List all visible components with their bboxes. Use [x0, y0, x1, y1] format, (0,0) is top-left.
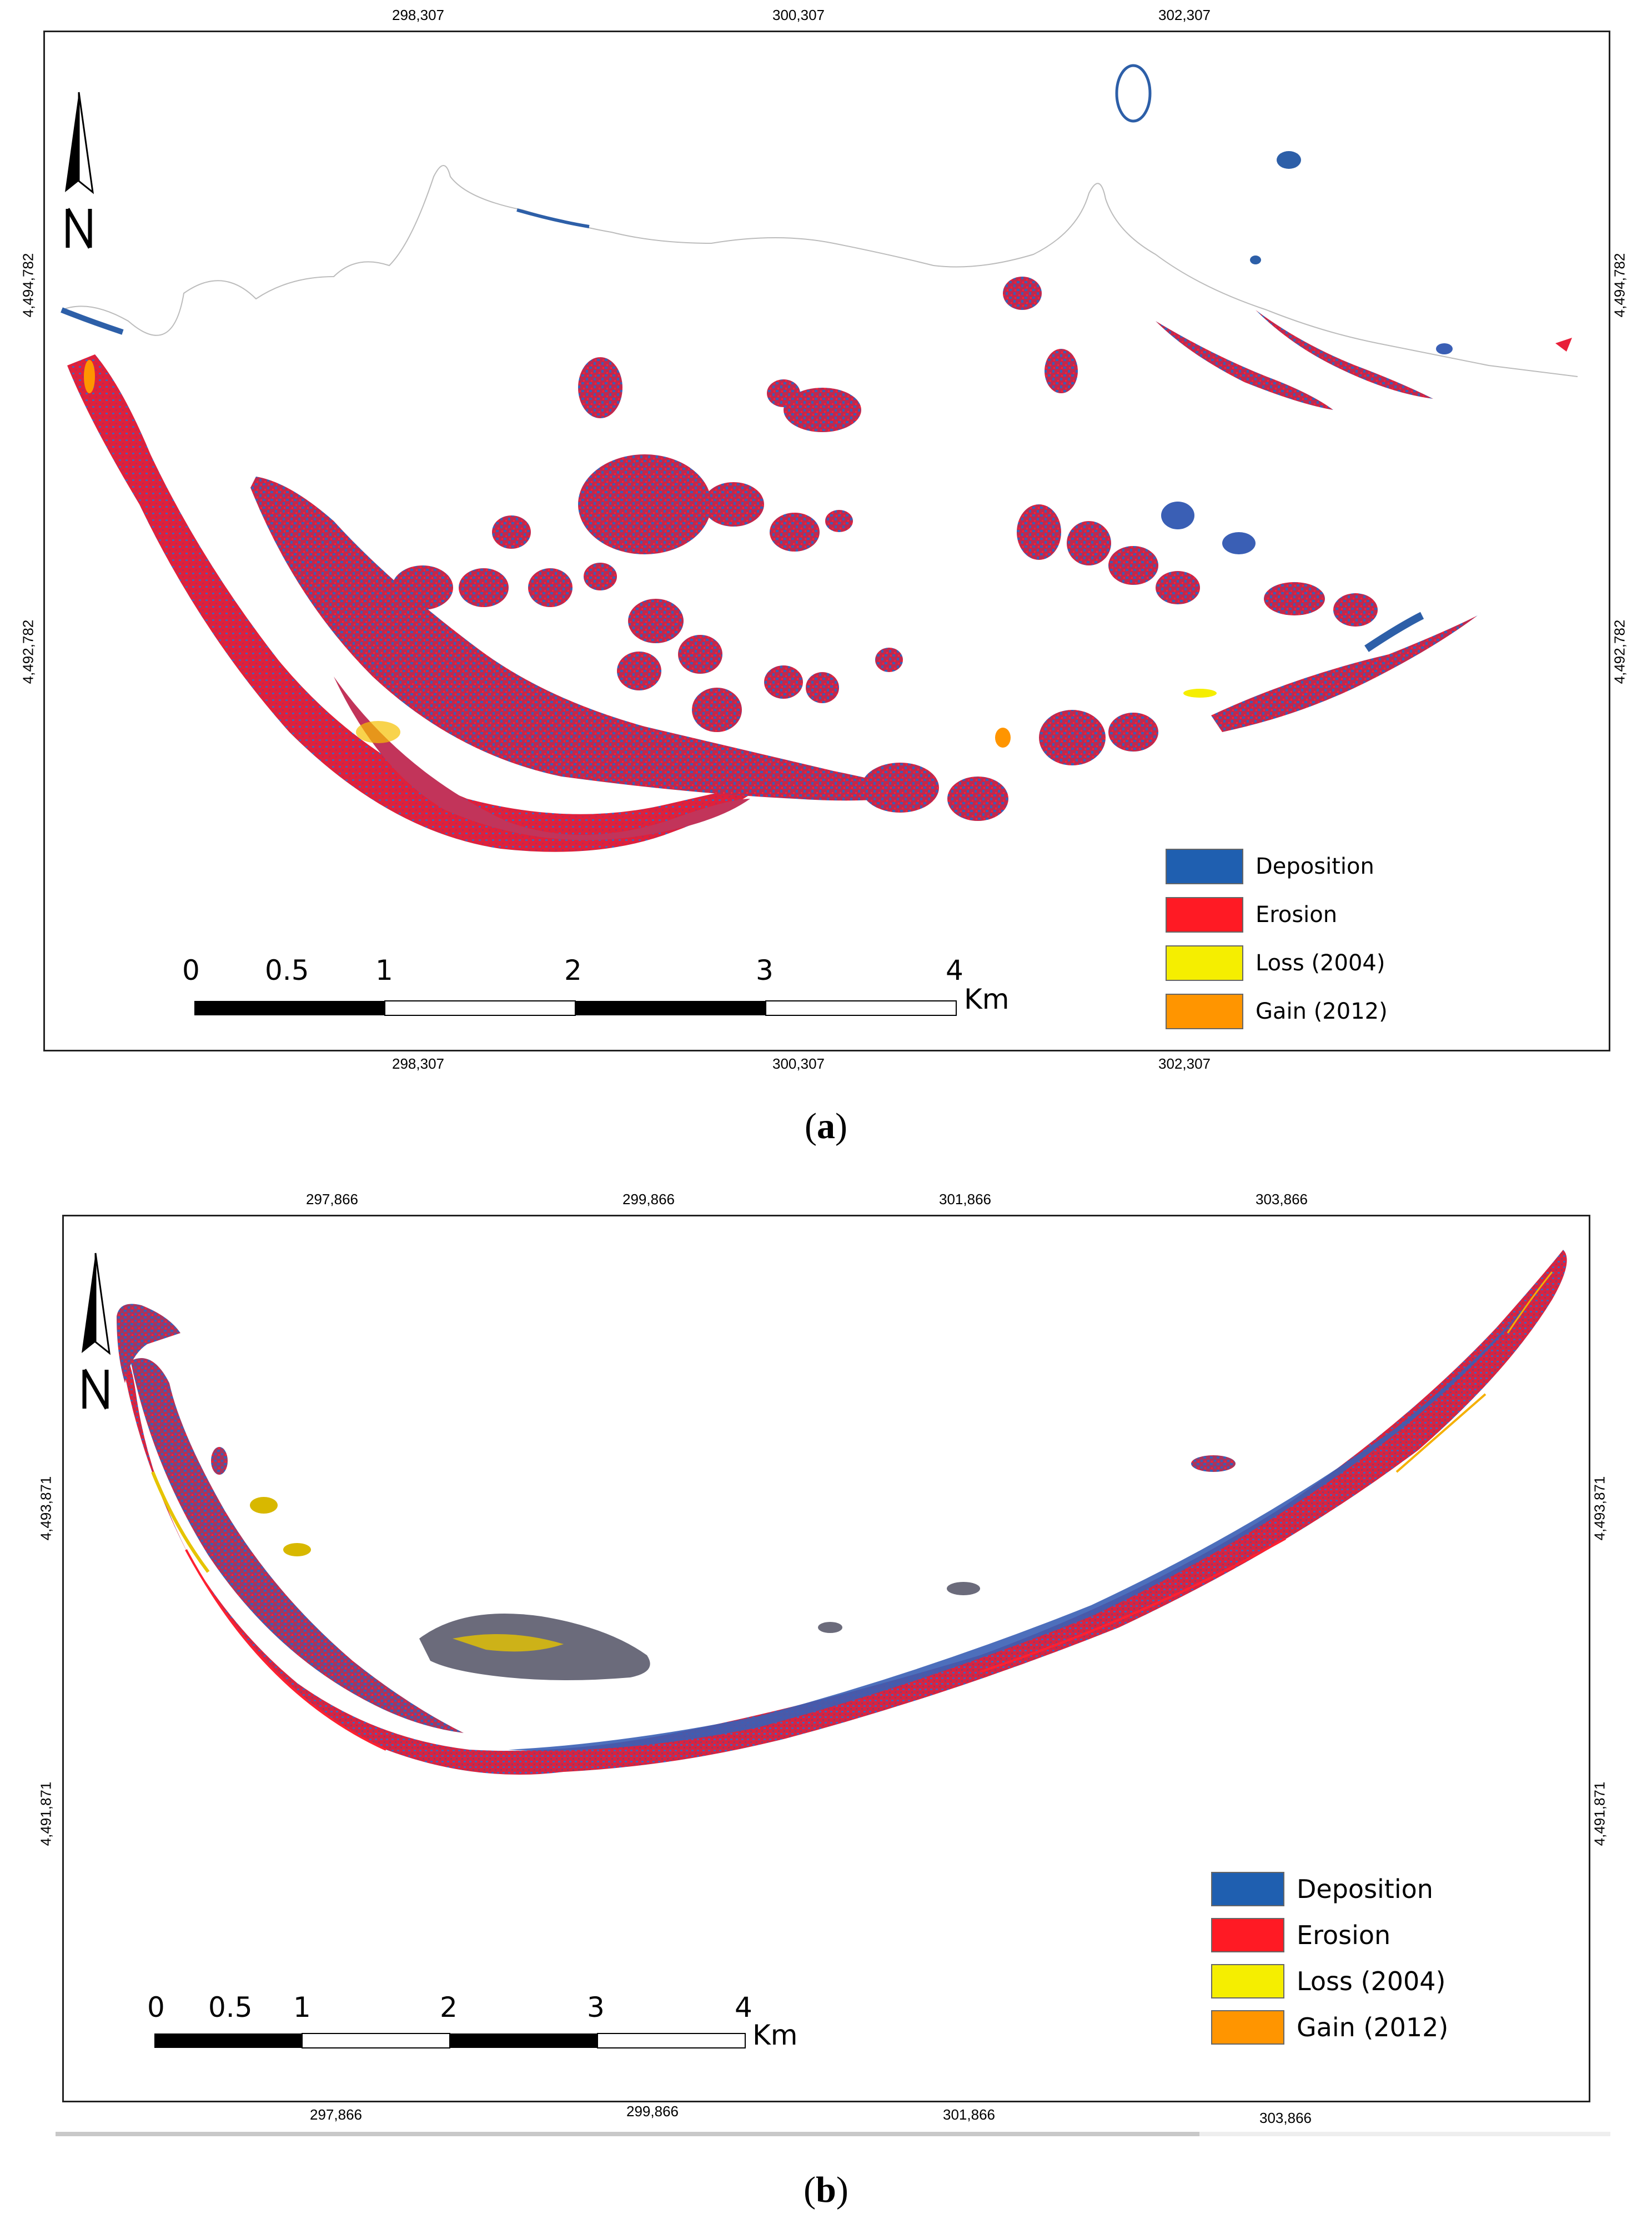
top-tick-a-0: 298,307	[392, 7, 444, 23]
legend-a-swatch-deposition	[1166, 849, 1243, 884]
legend-b-swatch-erosion	[1211, 1918, 1284, 1952]
top-tick-b-3: 303,866	[1256, 1191, 1308, 1208]
left-tick-b-0: 4,493,871	[37, 1476, 54, 1541]
legend-b-swatch-deposition	[1211, 1872, 1284, 1906]
scale-num-a-0: 0	[182, 954, 200, 986]
scale-num-a-2: 1	[375, 954, 393, 986]
bottom-tick-a-0: 298,307	[392, 1055, 444, 1072]
legend-b-label-1: Erosion	[1297, 1920, 1391, 1950]
bottom-tick-b-0: 297,866	[310, 2106, 362, 2123]
divider-line-dark	[56, 2132, 1199, 2136]
top-tick-a-2: 302,307	[1158, 7, 1211, 23]
right-tick-b-1: 4,491,871	[1591, 1781, 1608, 1846]
scale-num-b-0: 0	[147, 1991, 165, 2023]
map-b-features	[117, 1250, 1567, 1775]
legend-b-item-3: Gain (2012)	[1211, 2010, 1448, 2045]
legend-b-swatch-gain	[1211, 2010, 1284, 2045]
scale-num-a-4: 3	[756, 954, 774, 986]
map-panel-a: 298,307 300,307 302,307 298,307 300,307 …	[20, 7, 1628, 1072]
legend-a-swatch-gain	[1166, 994, 1243, 1029]
legend-b-item-2: Loss (2004)	[1211, 1964, 1445, 1998]
legend-a-label-1: Erosion	[1256, 902, 1338, 928]
scale-num-b-1: 0.5	[208, 1991, 253, 2023]
legend-b-label-0: Deposition	[1297, 1874, 1433, 1904]
scale-bar-a-graphic	[194, 1000, 957, 1016]
legend-b-item-0: Deposition	[1211, 1872, 1433, 1906]
top-tick-b-2: 301,866	[939, 1191, 991, 1208]
legend-a-item-3: Gain (2012)	[1166, 994, 1388, 1029]
right-tick-a-1: 4,492,782	[1611, 619, 1628, 684]
bottom-tick-b-3: 303,866	[1259, 2110, 1312, 2126]
left-tick-a-1: 4,492,782	[19, 619, 37, 684]
top-tick-b-0: 297,866	[306, 1191, 358, 1208]
legend-b-label-3: Gain (2012)	[1297, 2012, 1449, 2042]
right-tick-a-0: 4,494,782	[1611, 253, 1628, 318]
legend-a-swatch-loss	[1166, 945, 1243, 981]
bottom-tick-b-1: 299,866	[626, 2103, 679, 2120]
legend-b-label-2: Loss (2004)	[1297, 1966, 1446, 1996]
legend-a-item-2: Loss (2004)	[1166, 945, 1385, 981]
left-tick-b-1: 4,491,871	[37, 1781, 54, 1846]
legend-b-swatch-loss	[1211, 1964, 1284, 1998]
right-tick-b-0: 4,493,871	[1591, 1476, 1608, 1541]
scale-num-a-5: 4	[946, 954, 963, 986]
scale-unit-a: Km	[964, 983, 1010, 1015]
top-tick-b-1: 299,866	[622, 1191, 675, 1208]
scale-num-a-1: 0.5	[265, 954, 309, 986]
legend-b-item-1: Erosion	[1211, 1918, 1390, 1952]
caption-a: (a)	[805, 1106, 847, 1146]
bottom-tick-b-2: 301,866	[943, 2106, 995, 2123]
legend-a-label-2: Loss (2004)	[1256, 950, 1385, 976]
map-a-features	[61, 64, 1578, 852]
bottom-tick-a-1: 300,307	[772, 1055, 825, 1072]
scale-unit-b: Km	[752, 2019, 798, 2051]
bottom-tick-a-2: 302,307	[1158, 1055, 1211, 1072]
scale-num-b-5: 4	[735, 1991, 752, 2023]
scale-num-b-3: 2	[440, 1991, 458, 2023]
top-tick-a-1: 300,307	[772, 7, 825, 23]
scale-num-a-3: 2	[564, 954, 582, 986]
legend-a-label-3: Gain (2012)	[1256, 999, 1388, 1024]
legend-a-label-0: Deposition	[1256, 854, 1374, 879]
legend-a-item-1: Erosion	[1166, 897, 1337, 933]
scale-num-b-4: 3	[587, 1991, 605, 2023]
scale-bar-b-graphic	[154, 2033, 746, 2048]
map-panel-b: 297,866 299,866 301,866 303,866 297,866 …	[38, 1191, 1608, 2126]
scale-num-b-2: 1	[293, 1991, 311, 2023]
north-arrow-icon	[65, 92, 94, 249]
left-tick-a-0: 4,494,782	[19, 253, 37, 318]
legend-a-item-0: Deposition	[1166, 849, 1374, 884]
north-arrow-icon	[82, 1253, 111, 1410]
legend-a-swatch-erosion	[1166, 897, 1243, 933]
caption-b: (b)	[804, 2170, 848, 2210]
